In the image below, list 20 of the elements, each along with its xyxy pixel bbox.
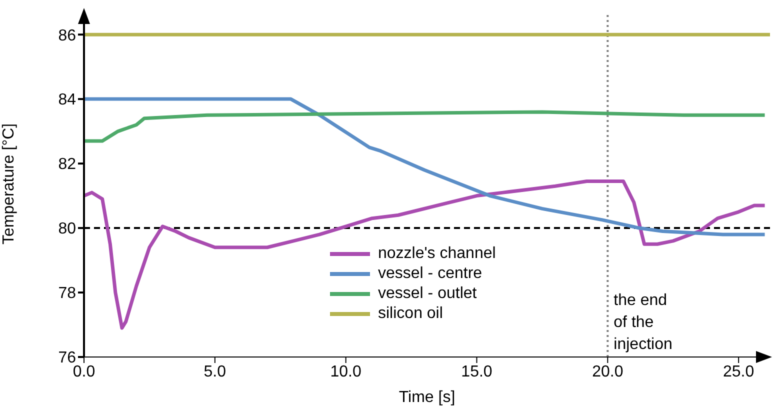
- y-tick-label: 86: [58, 27, 76, 44]
- x-tick-label: 15.0: [461, 363, 492, 380]
- x-tick-label: 25.0: [723, 363, 754, 380]
- y-tick-label: 82: [58, 156, 76, 174]
- line-series: [84, 97, 767, 236]
- y-tick-label: 80: [58, 220, 76, 238]
- x-tick-label: 20.0: [592, 363, 624, 380]
- x-tick-label: 10.0: [330, 363, 362, 380]
- y-tick-label: 84: [58, 92, 76, 109]
- x-tick-label: 5.0: [204, 363, 226, 380]
- legend-label: vessel - outlet: [378, 284, 477, 304]
- y-tick-label: 78: [58, 285, 76, 302]
- y-axis-title: Temperature [°C]: [0, 123, 18, 244]
- x-axis-title: Time [s]: [398, 389, 456, 406]
- line-series: [84, 110, 767, 143]
- legend-label: vessel - centre: [378, 264, 482, 284]
- line-series: [84, 180, 767, 330]
- legend-label: silicon oil: [378, 304, 443, 324]
- legend-label: nozzle's channel: [378, 244, 496, 264]
- ref-line-label: the end of the injection: [614, 292, 672, 353]
